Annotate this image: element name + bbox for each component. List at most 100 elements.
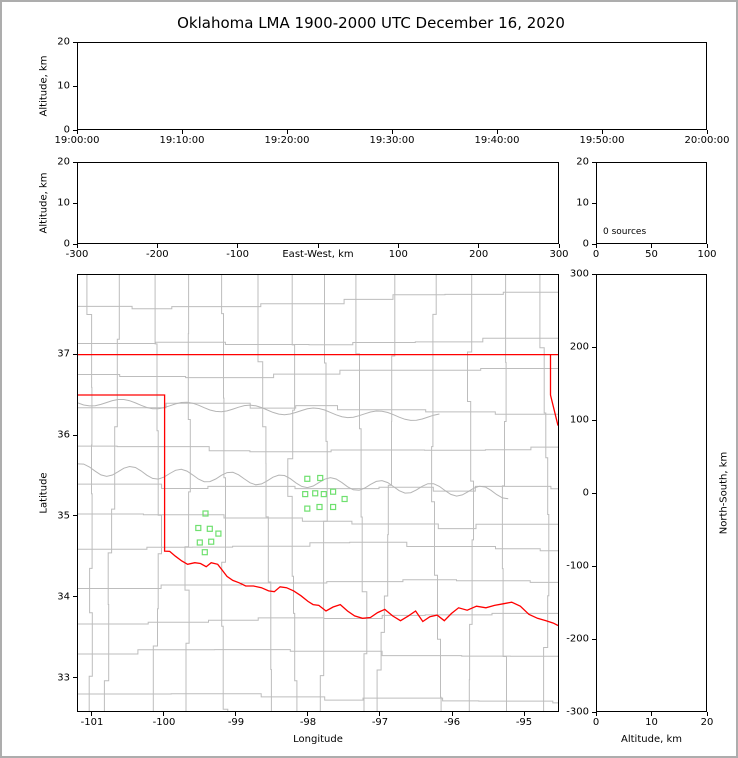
ew-height-x-tick-label: -200 bbox=[145, 249, 169, 260]
plan-view-x-tick bbox=[523, 712, 525, 716]
county-boundary-line bbox=[78, 445, 558, 453]
ew-height-y-tick-label: 20 bbox=[57, 156, 70, 168]
plan-view-y-tick-label: 35 bbox=[57, 510, 70, 522]
alt-hist-annotation: 0 sources bbox=[603, 227, 647, 237]
county-boundary-line bbox=[78, 612, 558, 625]
lma-station-marker bbox=[330, 488, 337, 495]
ns-height-x-tick-label: 20 bbox=[700, 717, 714, 728]
ew-height-x-tick-label: -300 bbox=[65, 249, 89, 260]
alt-hist-y-tick-label: 10 bbox=[576, 197, 589, 209]
time-height-y-axis-label: Altitude, km bbox=[38, 55, 50, 117]
county-boundary-line bbox=[184, 275, 191, 711]
time-height-x-tick-label: 20:00:00 bbox=[684, 135, 730, 146]
alt-hist-y-tick-label: 0 bbox=[582, 238, 589, 250]
ns-height-y-tick-label: 200 bbox=[569, 341, 589, 353]
plan-view-x-tick bbox=[451, 712, 453, 716]
panel-ns-height bbox=[596, 274, 707, 712]
ew-height-y-tick-label: 10 bbox=[57, 197, 70, 209]
ew-height-x-tick-label: 300 bbox=[549, 249, 569, 260]
ew-height-y-axis-label: Altitude, km bbox=[38, 172, 50, 234]
ns-height-x-tick-label: 10 bbox=[645, 717, 658, 728]
lma-station-marker bbox=[304, 505, 311, 512]
plan-view-x-tick bbox=[379, 712, 381, 716]
county-boundary-line bbox=[78, 541, 558, 552]
county-boundary-line bbox=[355, 275, 368, 711]
plan-view-x-tick bbox=[163, 712, 165, 716]
missouri-arkansas-border bbox=[549, 354, 558, 426]
plan-view-y-tick bbox=[73, 596, 77, 598]
river-line bbox=[78, 399, 440, 421]
plan-view-y-tick bbox=[73, 353, 77, 355]
county-boundary-line bbox=[501, 275, 507, 711]
lma-station-marker bbox=[304, 475, 311, 482]
plan-view-x-axis-label: Longitude bbox=[293, 734, 343, 745]
plan-view-x-tick-label: -99 bbox=[227, 717, 245, 728]
plan-view-x-tick-label: -98 bbox=[299, 717, 317, 728]
county-boundary-line bbox=[221, 275, 229, 711]
alt-hist-y-tick bbox=[592, 243, 596, 245]
time-height-x-tick bbox=[391, 130, 393, 134]
figure-title: Oklahoma LMA 1900-2000 UTC December 16, … bbox=[177, 14, 565, 32]
time-height-x-tick-label: 19:40:00 bbox=[474, 135, 520, 146]
county-boundary-line bbox=[78, 579, 558, 589]
county-boundary-line bbox=[78, 291, 558, 310]
county-boundary-line bbox=[103, 275, 120, 711]
lma-station-marker bbox=[208, 538, 215, 545]
ns-height-x-tick bbox=[706, 712, 708, 716]
river-line bbox=[78, 463, 509, 500]
ns-height-y-tick bbox=[592, 273, 596, 275]
ew-height-y-tick bbox=[73, 243, 77, 245]
alt-hist-y-tick bbox=[592, 161, 596, 163]
time-height-x-tick-label: 19:50:00 bbox=[579, 135, 625, 146]
county-boundary-line bbox=[431, 275, 442, 711]
alt-hist-x-tick bbox=[595, 244, 597, 248]
county-boundary-line bbox=[78, 513, 558, 530]
plan-view-x-tick-label: -97 bbox=[371, 717, 389, 728]
ew-height-x-tick bbox=[478, 244, 480, 248]
alt-hist-x-tick bbox=[651, 244, 652, 248]
plan-view-y-tick bbox=[73, 677, 77, 679]
time-height-y-tick-label: 10 bbox=[57, 80, 70, 92]
ns-height-y-tick-label: -300 bbox=[566, 706, 589, 718]
alt-hist-y-tick-label: 20 bbox=[576, 156, 589, 168]
county-boundary-line bbox=[257, 275, 272, 711]
ns-height-y-tick bbox=[592, 419, 596, 421]
time-height-x-tick bbox=[706, 130, 708, 134]
alt-hist-x-tick-label: 0 bbox=[592, 249, 600, 260]
ns-height-x-axis-label: Altitude, km bbox=[621, 734, 682, 745]
plan-view-y-tick-label: 33 bbox=[57, 672, 70, 684]
lma-station-marker bbox=[202, 510, 209, 517]
alt-hist-x-tick-label: 100 bbox=[697, 249, 717, 260]
time-height-x-tick-label: 19:20:00 bbox=[264, 135, 310, 146]
texas-oklahoma-border bbox=[78, 394, 558, 627]
alt-hist-x-tick bbox=[706, 244, 708, 248]
time-height-x-tick bbox=[181, 130, 183, 134]
alt-hist-y-tick bbox=[592, 202, 596, 204]
ns-height-right-axis-label: North-South, km bbox=[718, 451, 730, 535]
county-boundary-line bbox=[152, 275, 162, 711]
county-boundary-line bbox=[287, 275, 298, 711]
plan-view-x-tick-label: -95 bbox=[515, 717, 533, 728]
lma-station-marker bbox=[201, 549, 208, 556]
time-height-x-tick bbox=[286, 130, 288, 134]
plan-view-y-tick-label: 36 bbox=[57, 429, 70, 441]
ns-height-x-tick-label: 0 bbox=[592, 717, 600, 728]
ew-height-x-tick bbox=[237, 244, 239, 248]
time-height-x-tick bbox=[496, 130, 498, 134]
lma-station-marker bbox=[196, 539, 203, 546]
lma-station-marker bbox=[206, 525, 213, 532]
ns-height-y-tick-label: 0 bbox=[582, 487, 589, 499]
ew-height-x-axis-label: East-West, km bbox=[282, 249, 354, 260]
panel-time-height bbox=[77, 42, 707, 130]
plan-view-y-tick-label: 37 bbox=[57, 348, 70, 360]
ns-height-y-tick-label: -200 bbox=[566, 633, 589, 645]
time-height-x-tick-label: 19:10:00 bbox=[159, 135, 205, 146]
ew-height-x-tick-label: 100 bbox=[388, 249, 408, 260]
lma-station-marker bbox=[341, 495, 348, 503]
plan-view-x-tick-label: -96 bbox=[443, 717, 461, 728]
panel-alt-hist bbox=[596, 162, 707, 244]
ns-height-x-tick bbox=[595, 712, 597, 716]
county-boundary-line bbox=[78, 649, 558, 657]
lma-station-marker bbox=[330, 503, 337, 511]
